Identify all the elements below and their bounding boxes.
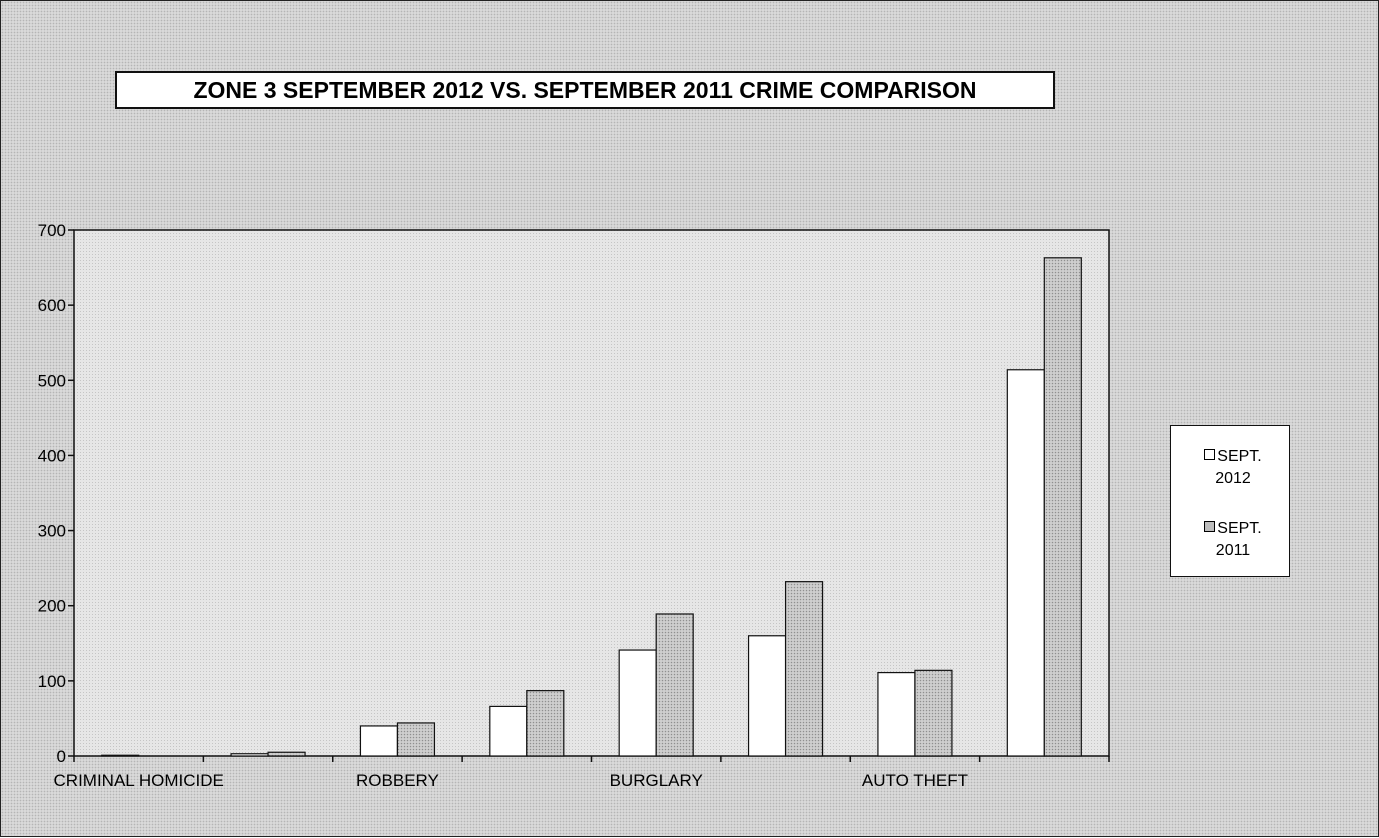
bar-sept-2012 [359,725,399,757]
legend-item-sept-2011: SEPT. 2011 [1183,518,1283,562]
bar-sept-2012 [101,754,140,757]
bar-sept-2011 [1043,257,1082,757]
chart-title: ZONE 3 SEPTEMBER 2012 VS. SEPTEMBER 2011… [115,71,1055,109]
bar-sept-2011 [655,613,694,757]
bar-sept-2012 [1006,369,1045,757]
y-tick-label: 0 [57,747,66,766]
bar-sept-2012 [747,635,787,757]
legend: SEPT. 2012 SEPT. 2011 [1170,425,1290,577]
legend-label: 2011 [1215,542,1251,559]
legend-label: SEPT. [1217,520,1262,537]
bar-sept-2011 [914,669,953,757]
y-tick-label: 500 [38,371,66,390]
y-tick-label: 300 [38,522,66,541]
legend-item-sept-2012: SEPT. 2012 [1183,446,1283,490]
x-category-label: CRIMINAL HOMICIDE [54,771,224,790]
bar-sept-2011 [784,581,824,757]
x-category-label: BURGLARY [610,771,703,790]
y-tick-label: 600 [38,296,66,315]
y-tick-label: 700 [38,221,66,240]
y-axis: 0 100 200 300 400 500 600 700 [38,221,74,766]
bar-sept-2012 [230,753,269,757]
legend-label: 2012 [1215,470,1251,487]
y-tick-label: 100 [38,672,66,691]
bar-sept-2012 [877,671,916,757]
y-tick-label: 200 [38,597,66,616]
y-tick-label: 400 [38,446,66,465]
legend-swatch-2012 [1204,449,1216,460]
legend-label: SEPT. [1217,448,1262,465]
plot-area [73,229,1110,757]
bar-sept-2011 [526,690,565,757]
bar-sept-2012 [489,705,528,757]
bar-sept-2012 [618,649,657,757]
legend-swatch-2011 [1204,521,1216,532]
bar-sept-2011 [396,722,436,757]
bar-sept-2011 [267,751,306,757]
x-axis: CRIMINAL HOMICIDE ROBBERY BURGLARY AUTO THE… [54,756,1110,790]
x-category-label: ROBBERY [356,771,439,790]
bars [101,257,1082,757]
x-category-label: AUTO THEFT [862,771,968,790]
